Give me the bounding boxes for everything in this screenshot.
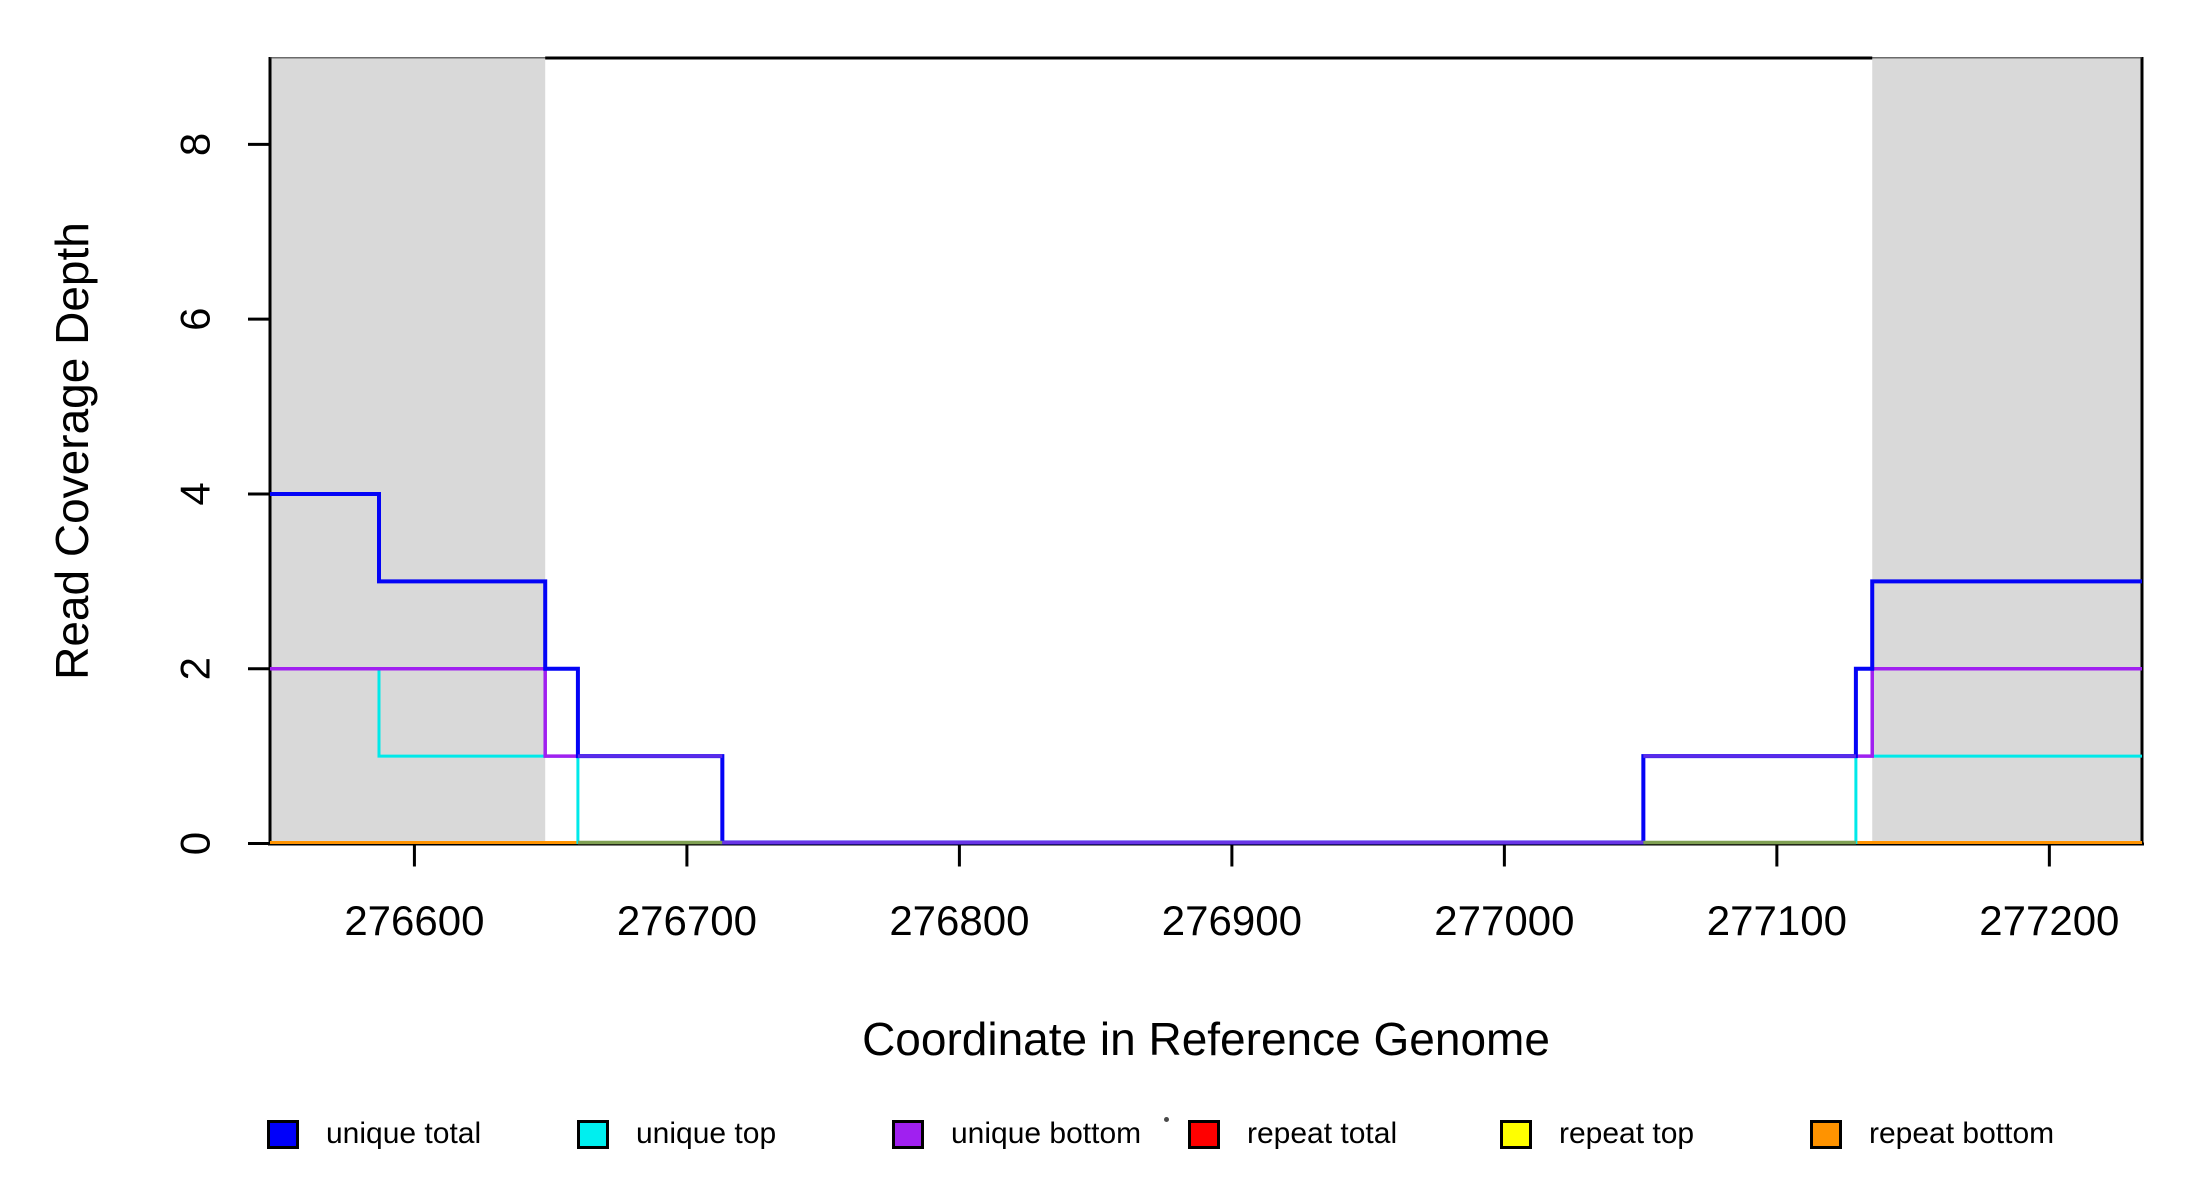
x-tick-label: 276900 bbox=[1162, 897, 1302, 944]
stray-mark bbox=[1164, 1117, 1169, 1122]
x-tick-label: 277200 bbox=[1979, 897, 2119, 944]
legend-swatch-unique-top bbox=[577, 1119, 609, 1149]
x-tick-label: 277000 bbox=[1434, 897, 1574, 944]
legend-label: repeat top bbox=[1559, 1117, 1695, 1150]
legend-swatch-unique-total bbox=[267, 1119, 299, 1149]
legend-label: repeat bottom bbox=[1869, 1117, 2055, 1150]
shaded-region bbox=[1872, 58, 2142, 844]
y-tick-label: 2 bbox=[172, 657, 219, 680]
legend-swatch-unique-bottom bbox=[892, 1119, 924, 1149]
legend-label: repeat total bbox=[1247, 1117, 1398, 1150]
x-tick-label: 276600 bbox=[344, 897, 484, 944]
legend-item-repeat-bottom: repeat bottom bbox=[1810, 1117, 2055, 1150]
x-tick-label: 276700 bbox=[617, 897, 757, 944]
series-unique-total bbox=[270, 491, 2142, 845]
legend-swatch-repeat-bottom bbox=[1810, 1119, 1842, 1149]
legend-item-repeat-top: repeat top bbox=[1500, 1117, 1695, 1150]
y-tick-label: 4 bbox=[172, 482, 219, 505]
legend-item-repeat-total: repeat total bbox=[1188, 1117, 1398, 1150]
x-tick-label: 277100 bbox=[1707, 897, 1847, 944]
legend-item-unique-total: unique total bbox=[267, 1117, 482, 1150]
series-unique-bottom bbox=[270, 666, 2142, 845]
x-tick-label: 276800 bbox=[889, 897, 1029, 944]
legend-swatch-repeat-top bbox=[1500, 1119, 1532, 1149]
y-tick-label: 8 bbox=[172, 133, 219, 156]
shaded-region bbox=[270, 58, 546, 844]
series-unique-top bbox=[270, 667, 2142, 844]
x-axis-title: Coordinate in Reference Genome bbox=[862, 1013, 1550, 1065]
legend-label: unique top bbox=[636, 1117, 777, 1150]
legend-item-unique-top: unique top bbox=[577, 1117, 777, 1150]
y-tick-label: 6 bbox=[172, 307, 219, 330]
legend-swatch-repeat-total bbox=[1188, 1119, 1220, 1149]
y-tick-label: 0 bbox=[172, 832, 219, 855]
legend-label: unique total bbox=[326, 1117, 482, 1150]
legend-label: unique bottom bbox=[951, 1117, 1142, 1150]
y-axis-title: Read Coverage Depth bbox=[46, 222, 98, 680]
legend-item-unique-bottom: unique bottom bbox=[892, 1117, 1142, 1150]
